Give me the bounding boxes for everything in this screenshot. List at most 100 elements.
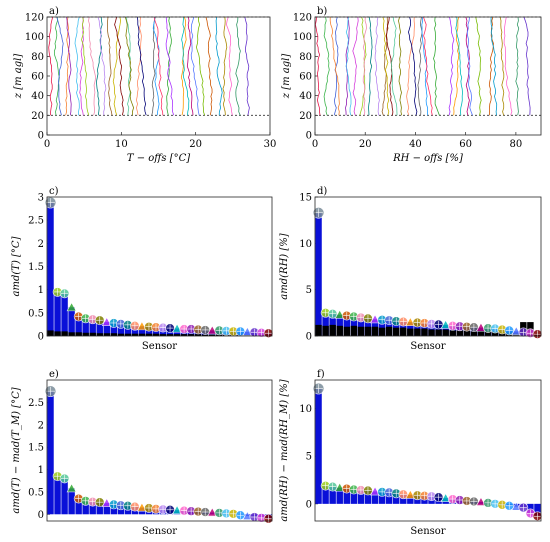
profile-line	[448, 16, 455, 116]
profile-line	[374, 16, 380, 116]
y-tick-label: 20	[31, 111, 44, 122]
y-tick-label: 120	[25, 13, 44, 24]
y-tick-label: 1	[38, 465, 44, 476]
y-tick-label: 60	[31, 72, 44, 83]
y-tick-label: 0	[306, 131, 312, 142]
panel-label: b)	[317, 6, 327, 17]
profile-line	[490, 16, 498, 116]
reference-bar	[209, 334, 216, 336]
profile-line	[433, 16, 440, 116]
x-tick-label: 60	[459, 139, 472, 150]
reference-bar	[421, 328, 428, 336]
reference-bar	[61, 331, 68, 336]
profile-line	[323, 16, 330, 116]
panel-f-humidity-difference-bars: 0 5 10 f) Sensor amd(RH) − mad(RH_M) [%]	[279, 369, 543, 537]
y-tick-label: 80	[299, 52, 312, 63]
profile-line	[56, 16, 64, 116]
axes-frame	[46, 379, 273, 522]
y-tick-label: 120	[293, 13, 312, 24]
profile-line	[190, 16, 200, 116]
reference-bar	[68, 332, 75, 336]
reference-bar	[145, 333, 153, 336]
profile-line	[153, 16, 164, 116]
bar	[82, 318, 89, 336]
bar	[103, 322, 110, 336]
y-axis-label: amd(T) − mad(T_M) [°C]	[11, 387, 22, 513]
y-tick-label: 100	[293, 32, 312, 43]
profile-line	[417, 16, 423, 116]
bar	[138, 326, 146, 336]
reference-bar	[470, 331, 478, 336]
y-tick-label: 100	[25, 32, 44, 43]
panel-d-amd-humidity-bars: 0 5 10 15 d) Sensor amd(RH) [%]	[279, 186, 543, 352]
reference-bar	[322, 325, 329, 336]
y-tick-label: 10	[299, 239, 312, 250]
bar	[89, 319, 96, 336]
reference-bar	[442, 329, 449, 336]
bar	[117, 323, 125, 336]
y-tick-label: 0	[306, 499, 312, 510]
reference-bar	[166, 334, 174, 336]
y-tick-label: 1.5	[28, 443, 44, 454]
reference-bar	[414, 328, 421, 336]
sensor-marker	[207, 507, 218, 517]
reference-bar	[463, 330, 471, 336]
axes-frame	[46, 16, 271, 136]
profile-line	[53, 16, 60, 116]
sensor-marker	[370, 486, 381, 496]
profile-line	[74, 16, 80, 116]
reference-bar	[110, 333, 118, 336]
x-axis-label: T − offs [°C]	[127, 153, 190, 164]
bar	[343, 315, 351, 336]
reference-bar	[435, 329, 442, 336]
y-tick-label: 0.5	[28, 308, 44, 319]
x-tick-label: 20	[189, 139, 202, 150]
y-tick-label: 15	[299, 193, 312, 204]
y-tick-label: 80	[31, 52, 44, 63]
reference-bar	[138, 333, 146, 336]
bar	[68, 307, 75, 336]
sensor-marker	[405, 316, 416, 327]
x-tick-label: 0	[312, 139, 318, 150]
x-tick-label: 30	[264, 139, 277, 150]
profile-line	[329, 17, 340, 116]
reference-bar	[400, 327, 407, 336]
bar	[336, 314, 343, 336]
x-tick-label: 10	[115, 139, 128, 150]
y-tick-label: 2	[38, 239, 44, 250]
y-tick-label: 10	[299, 404, 312, 415]
reference-bar	[491, 331, 499, 336]
profile-line	[222, 16, 228, 116]
bar	[343, 488, 351, 504]
bar	[364, 490, 372, 504]
x-tick-label: 20	[359, 139, 372, 150]
panel-label: a)	[49, 6, 59, 17]
y-tick-label: 2.5	[28, 398, 44, 409]
y-tick-label: 1.5	[28, 262, 44, 273]
profile-line	[314, 16, 321, 116]
y-axis-label: amd(RH) − mad(RH_M) [%]	[279, 379, 290, 521]
sensor-marker	[440, 319, 451, 329]
panel-b-humidity-profiles: 0 20 40 60 80 100 120 0 20 40 60 80 b) RH − offs [%] z…	[281, 6, 542, 164]
bar	[407, 494, 414, 504]
sensor-marker	[511, 326, 522, 336]
profile-line	[515, 16, 520, 116]
profile-line	[114, 16, 124, 116]
panel-c-amd-temperature-bars: 0 0.5 1 1.5 2 2.5 3 c) Sensor amd(T) [°C]	[11, 186, 274, 352]
reference-bar	[201, 334, 209, 336]
panel-e-temperature-difference-bars: 0 0.5 1 1.5 2 2.5 e) Sensor amd(T) − mad(T_M) [°…	[11, 369, 274, 537]
profile-line	[235, 16, 241, 116]
y-tick-label: 40	[299, 91, 312, 102]
y-tick-label: 3	[38, 193, 44, 204]
bar	[61, 293, 68, 336]
profile-line	[137, 16, 147, 116]
x-axis-label: Sensor	[410, 526, 445, 537]
profile-line	[225, 16, 233, 116]
bar	[110, 504, 118, 515]
sensor-marker	[405, 489, 416, 499]
axes-frame	[314, 379, 542, 522]
profile-line	[166, 16, 172, 116]
bar	[75, 316, 82, 336]
x-tick-label: 0	[44, 139, 50, 150]
bar	[124, 324, 132, 336]
